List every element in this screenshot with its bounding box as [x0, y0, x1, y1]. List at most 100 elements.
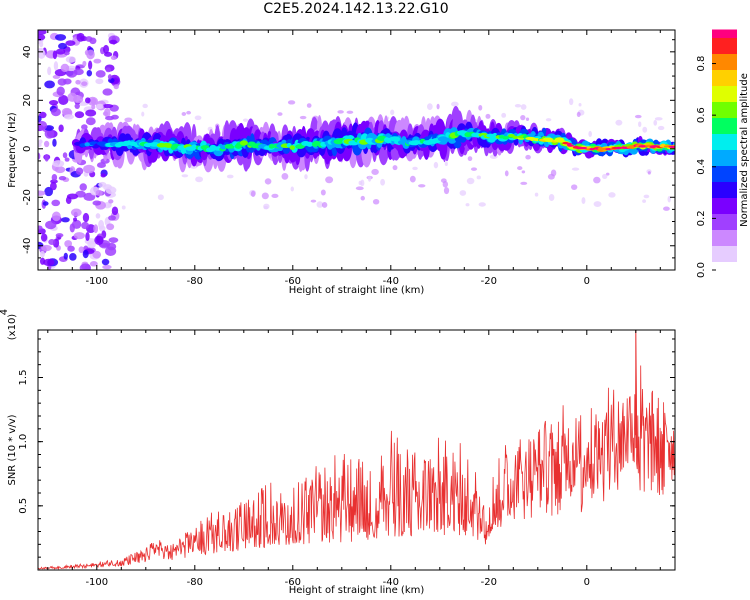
noise-blob — [85, 36, 93, 42]
ridge-blob — [164, 143, 173, 148]
noise-blob — [62, 152, 68, 159]
noise-blob — [65, 56, 76, 63]
colorbar-swatch — [712, 173, 737, 178]
colorbar-swatch — [712, 241, 737, 246]
x-tick-label: 0 — [584, 276, 590, 287]
y-multiplier: (x10) — [7, 314, 18, 341]
colorbar-swatch — [712, 193, 737, 198]
faint-blob — [638, 121, 642, 128]
faint-blob — [615, 119, 623, 126]
faint-blob — [476, 175, 481, 180]
colorbar-title: Normalized spectral amplitude — [739, 73, 750, 227]
noise-blob — [84, 97, 91, 104]
faint-blob — [436, 103, 440, 110]
spectrogram-frame — [37, 29, 676, 271]
colorbar-swatch — [712, 45, 737, 50]
colorbar-swatch — [712, 161, 737, 166]
colorbar-swatch — [712, 225, 737, 230]
faint-blob — [390, 109, 395, 116]
faint-blob — [261, 192, 269, 200]
y-tick-label: 20 — [22, 94, 33, 107]
noise-blob — [103, 44, 110, 54]
x-axis-title: Height of straight line (km) — [289, 285, 425, 296]
faint-blob — [271, 193, 279, 198]
noise-blob — [40, 233, 48, 242]
colorbar-swatch — [712, 73, 737, 78]
ridge-blob — [626, 146, 633, 149]
colorbar-swatch — [712, 117, 737, 122]
x-tick-label: -80 — [187, 276, 203, 287]
noise-blob — [44, 154, 49, 162]
colorbar-swatch — [712, 53, 737, 58]
noise-blob — [95, 189, 103, 197]
snr-peak-spike — [635, 329, 638, 449]
noise-blob — [38, 47, 44, 53]
noise-blob — [74, 103, 80, 109]
faint-blob — [287, 100, 296, 105]
x-tick-label: -40 — [383, 577, 399, 588]
colorbar-swatch — [712, 129, 737, 134]
noise-blob — [104, 107, 111, 118]
colorbar-swatch — [712, 157, 737, 162]
noise-blob — [92, 200, 102, 206]
faint-blob — [392, 165, 398, 171]
colorbar-swatch — [712, 61, 737, 66]
colorbar-swatch — [712, 233, 737, 238]
y-axis-title: Frequency (Hz) — [7, 112, 18, 188]
faint-blob — [520, 104, 527, 110]
faint-blob — [578, 102, 582, 107]
colorbar-swatch — [712, 97, 737, 102]
noise-blob — [56, 86, 65, 96]
faint-blob — [478, 202, 486, 207]
colorbar-swatch — [712, 69, 737, 74]
faint-blob — [442, 181, 449, 188]
noise-blob — [53, 61, 59, 71]
colorbar-swatch — [712, 265, 737, 270]
faint-blob — [181, 174, 189, 178]
colorbar-swatch — [712, 237, 737, 242]
noise-blob — [80, 35, 88, 42]
noise-blob — [108, 215, 116, 221]
colorbar-swatch — [712, 181, 737, 186]
noise-blob — [70, 208, 82, 217]
colorbar-swatch — [712, 261, 737, 266]
colorbar-swatch — [712, 145, 737, 150]
ridge-blob — [668, 145, 675, 149]
noise-blob — [64, 157, 70, 162]
noise-blob — [49, 182, 57, 191]
noise-blob — [48, 238, 56, 246]
faint-blob — [466, 177, 475, 185]
colorbar-swatch — [712, 253, 737, 258]
faint-blob — [467, 156, 473, 162]
noise-blob — [51, 173, 58, 181]
noise-blob — [44, 128, 55, 139]
faint-blob — [372, 198, 380, 205]
faint-blob — [581, 197, 586, 204]
faint-blob — [504, 170, 509, 177]
faint-blob — [534, 192, 539, 197]
faint-blob — [657, 125, 665, 131]
faint-blob — [520, 115, 526, 121]
noise-blob — [73, 217, 78, 222]
faint-blob — [412, 166, 418, 171]
noise-blob — [89, 261, 98, 267]
noise-blob — [52, 50, 58, 60]
faint-blob — [157, 194, 164, 201]
faint-blob — [608, 192, 616, 198]
faint-blob — [195, 176, 204, 183]
colorbar-swatch — [712, 109, 737, 114]
noise-blob — [82, 249, 89, 259]
ridge-blob — [615, 146, 623, 150]
colorbar-swatch — [712, 29, 737, 34]
faint-blob — [367, 175, 372, 182]
faint-blob — [451, 101, 459, 107]
x-tick-label: -40 — [383, 276, 399, 287]
colorbar-swatch — [712, 229, 737, 234]
faint-blob — [316, 201, 324, 208]
faint-blob — [576, 111, 581, 117]
x-tick-label: -80 — [187, 577, 203, 588]
noise-blob — [45, 220, 57, 230]
faint-blob — [304, 174, 308, 180]
noise-blob — [98, 219, 105, 230]
faint-blob — [642, 126, 648, 133]
